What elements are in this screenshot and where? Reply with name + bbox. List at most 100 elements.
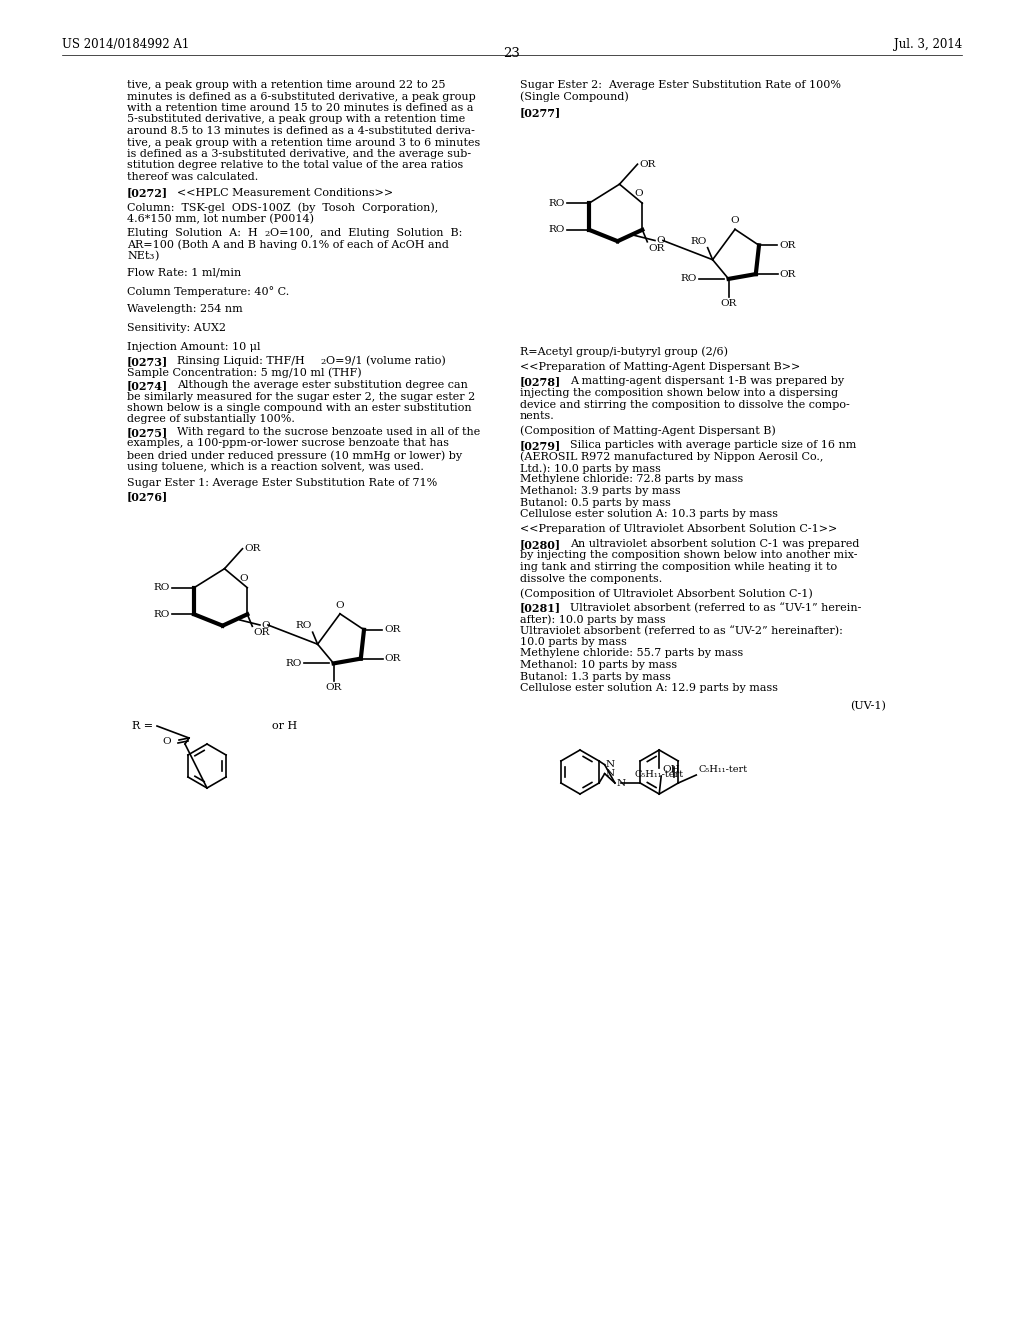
Text: degree of substantially 100%.: degree of substantially 100%. <box>127 414 295 425</box>
Text: around 8.5 to 13 minutes is defined as a 4-substituted deriva-: around 8.5 to 13 minutes is defined as a… <box>127 125 475 136</box>
Text: RO: RO <box>286 659 302 668</box>
Text: R=Acetyl group/i-butyryl group (2/6): R=Acetyl group/i-butyryl group (2/6) <box>520 346 728 358</box>
Text: Silica particles with average particle size of 16 nm: Silica particles with average particle s… <box>570 440 856 450</box>
Text: thereof was calculated.: thereof was calculated. <box>127 172 258 182</box>
Text: be similarly measured for the sugar ester 2, the sugar ester 2: be similarly measured for the sugar este… <box>127 392 475 401</box>
Text: Ultraviolet absorbent (referred to as “UV-2” hereinafter):: Ultraviolet absorbent (referred to as “U… <box>520 626 843 636</box>
Text: RO: RO <box>154 583 170 593</box>
Text: Sample Concentration: 5 mg/10 ml (THF): Sample Concentration: 5 mg/10 ml (THF) <box>127 367 361 378</box>
Text: 2: 2 <box>319 358 326 366</box>
Text: Methylene chloride: 72.8 parts by mass: Methylene chloride: 72.8 parts by mass <box>520 474 743 484</box>
Text: R =: R = <box>132 721 154 731</box>
Text: RO: RO <box>154 610 170 619</box>
Text: An ultraviolet absorbent solution C-1 was prepared: An ultraviolet absorbent solution C-1 wa… <box>570 539 859 549</box>
Text: 5-substituted derivative, a peak group with a retention time: 5-substituted derivative, a peak group w… <box>127 115 465 124</box>
Text: Rinsing Liquid: THF/H: Rinsing Liquid: THF/H <box>177 356 305 366</box>
Text: examples, a 100-ppm-or-lower sucrose benzoate that has: examples, a 100-ppm-or-lower sucrose ben… <box>127 438 449 449</box>
Text: RO: RO <box>549 199 565 207</box>
Text: (Composition of Ultraviolet Absorbent Solution C-1): (Composition of Ultraviolet Absorbent So… <box>520 587 813 598</box>
Text: [0278]: [0278] <box>520 376 561 388</box>
Text: O=100,  and  Eluting  Solution  B:: O=100, and Eluting Solution B: <box>270 228 463 238</box>
Text: Sensitivity: AUX2: Sensitivity: AUX2 <box>127 323 226 333</box>
Text: dissolve the components.: dissolve the components. <box>520 573 663 583</box>
Text: Methanol: 10 parts by mass: Methanol: 10 parts by mass <box>520 660 677 671</box>
Text: O: O <box>163 738 171 747</box>
Text: 2: 2 <box>264 230 269 238</box>
Text: NEt: NEt <box>127 251 150 261</box>
Text: O=9/1 (volume ratio): O=9/1 (volume ratio) <box>326 356 445 367</box>
Text: (AEROSIL R972 manufactured by Nippon Aerosil Co.,: (AEROSIL R972 manufactured by Nippon Aer… <box>520 451 823 462</box>
Text: RO: RO <box>295 622 311 630</box>
Text: Ultraviolet absorbent (referred to as “UV-1” herein-: Ultraviolet absorbent (referred to as “U… <box>570 602 861 612</box>
Text: [0273]: [0273] <box>127 356 168 367</box>
Text: Flow Rate: 1 ml/min: Flow Rate: 1 ml/min <box>127 268 242 277</box>
Text: shown below is a single compound with an ester substitution: shown below is a single compound with an… <box>127 403 472 413</box>
Text: <<Preparation of Matting-Agent Dispersant B>>: <<Preparation of Matting-Agent Dispersan… <box>520 362 800 372</box>
Text: OR: OR <box>640 160 656 169</box>
Text: Eluting  Solution  A:  H: Eluting Solution A: H <box>127 228 258 238</box>
Text: OR: OR <box>245 544 261 553</box>
Text: O: O <box>656 236 665 246</box>
Text: A matting-agent dispersant 1-B was prepared by: A matting-agent dispersant 1-B was prepa… <box>570 376 844 387</box>
Text: C₅H₁₁-tert: C₅H₁₁-tert <box>698 766 748 774</box>
Text: Wavelength: 254 nm: Wavelength: 254 nm <box>127 305 243 314</box>
Text: injecting the composition shown below into a dispersing: injecting the composition shown below in… <box>520 388 838 399</box>
Text: RO: RO <box>690 236 707 246</box>
Text: device and stirring the composition to dissolve the compo-: device and stirring the composition to d… <box>520 400 850 409</box>
Text: been dried under reduced pressure (10 mmHg or lower) by: been dried under reduced pressure (10 mm… <box>127 450 462 461</box>
Text: Column:  TSK-gel  ODS-100Z  (by  Tosoh  Corporation),: Column: TSK-gel ODS-100Z (by Tosoh Corpo… <box>127 202 438 213</box>
Text: Column Temperature: 40° C.: Column Temperature: 40° C. <box>127 286 289 297</box>
Text: N: N <box>605 760 614 770</box>
Text: OR: OR <box>648 244 665 253</box>
Text: using toluene, which is a reaction solvent, was used.: using toluene, which is a reaction solve… <box>127 462 424 471</box>
Text: [0277]: [0277] <box>520 107 561 117</box>
Text: C₅H₁₁-tert: C₅H₁₁-tert <box>635 770 684 779</box>
Text: is defined as a 3-substituted derivative, and the average sub-: is defined as a 3-substituted derivative… <box>127 149 471 158</box>
Text: OR: OR <box>779 240 796 249</box>
Text: or H: or H <box>272 721 297 731</box>
Text: OR: OR <box>721 298 737 308</box>
Text: Butanol: 0.5 parts by mass: Butanol: 0.5 parts by mass <box>520 498 671 507</box>
Text: [0279]: [0279] <box>520 440 561 451</box>
Text: stitution degree relative to the total value of the area ratios: stitution degree relative to the total v… <box>127 161 463 170</box>
Text: Methanol: 3.9 parts by mass: Methanol: 3.9 parts by mass <box>520 486 681 496</box>
Text: US 2014/0184992 A1: US 2014/0184992 A1 <box>62 38 189 51</box>
Text: RO: RO <box>549 226 565 235</box>
Text: RO: RO <box>680 275 696 284</box>
Text: OR: OR <box>385 655 401 663</box>
Text: minutes is defined as a 6-substituted derivative, a peak group: minutes is defined as a 6-substituted de… <box>127 91 476 102</box>
Text: 4.6*150 mm, lot number (P0014): 4.6*150 mm, lot number (P0014) <box>127 214 314 224</box>
Text: ): ) <box>154 251 159 261</box>
Text: With regard to the sucrose benzoate used in all of the: With regard to the sucrose benzoate used… <box>177 426 480 437</box>
Text: (Single Compound): (Single Compound) <box>520 91 629 102</box>
Text: N: N <box>616 779 626 788</box>
Text: Jul. 3, 2014: Jul. 3, 2014 <box>894 38 962 51</box>
Text: O: O <box>635 189 643 198</box>
Text: 3: 3 <box>148 253 154 261</box>
Text: <<Preparation of Ultraviolet Absorbent Solution C-1>>: <<Preparation of Ultraviolet Absorbent S… <box>520 524 838 535</box>
Text: O: O <box>336 601 344 610</box>
Text: OR: OR <box>384 626 400 635</box>
Text: tive, a peak group with a retention time around 3 to 6 minutes: tive, a peak group with a retention time… <box>127 137 480 148</box>
Text: with a retention time around 15 to 20 minutes is defined as a: with a retention time around 15 to 20 mi… <box>127 103 473 114</box>
Text: ing tank and stirring the composition while heating it to: ing tank and stirring the composition wh… <box>520 562 838 572</box>
Text: O: O <box>261 620 269 630</box>
Text: by injecting the composition shown below into another mix-: by injecting the composition shown below… <box>520 550 857 561</box>
Text: [0274]: [0274] <box>127 380 168 391</box>
Text: O: O <box>240 574 248 582</box>
Text: tive, a peak group with a retention time around 22 to 25: tive, a peak group with a retention time… <box>127 81 445 90</box>
Text: OR: OR <box>780 269 797 279</box>
Text: Cellulose ester solution A: 12.9 parts by mass: Cellulose ester solution A: 12.9 parts b… <box>520 682 778 693</box>
Text: [0275]: [0275] <box>127 426 168 438</box>
Text: 10.0 parts by mass: 10.0 parts by mass <box>520 638 627 647</box>
Text: OR: OR <box>253 628 269 638</box>
Text: Butanol: 1.3 parts by mass: Butanol: 1.3 parts by mass <box>520 672 671 681</box>
Text: Cellulose ester solution A: 10.3 parts by mass: Cellulose ester solution A: 10.3 parts b… <box>520 510 778 519</box>
Text: N: N <box>605 770 614 779</box>
Text: [0272]: [0272] <box>127 187 168 198</box>
Text: O: O <box>731 216 739 226</box>
Text: [0276]: [0276] <box>127 491 168 503</box>
Text: OR: OR <box>326 684 342 693</box>
Text: Sugar Ester 1: Average Ester Substitution Rate of 71%: Sugar Ester 1: Average Ester Substitutio… <box>127 478 437 488</box>
Text: Injection Amount: 10 μl: Injection Amount: 10 μl <box>127 342 260 351</box>
